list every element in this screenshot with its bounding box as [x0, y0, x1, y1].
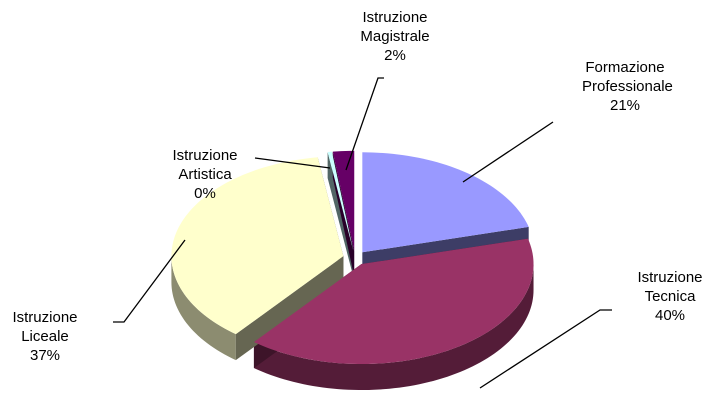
percent-label: 2%	[384, 47, 406, 64]
data-label: Formazione Professionale 21%	[570, 58, 680, 115]
slice	[253, 238, 534, 365]
category-name: Istruzione Tecnica	[637, 269, 703, 305]
slice	[171, 157, 344, 335]
slice-side	[253, 264, 534, 391]
category-name: Formazione Professionale	[582, 59, 673, 95]
category-name: Istruzione Artistica	[172, 147, 238, 183]
data-label: Istruzione Tecnica 40%	[615, 268, 723, 325]
leader-line	[254, 157, 331, 169]
leader-line	[479, 309, 612, 389]
leader-line	[345, 77, 384, 171]
percent-label: 0%	[194, 185, 216, 202]
percent-label: 37%	[29, 347, 61, 364]
leader-line	[113, 239, 186, 323]
percent-label: 21%	[609, 97, 641, 114]
category-name: Istruzione Magistrale	[360, 9, 430, 45]
percent-label: 40%	[654, 307, 686, 324]
leader-line	[462, 121, 554, 183]
data-label: Istruzione Magistrale 2%	[340, 8, 450, 65]
data-label: Istruzione Liceale 37%	[0, 308, 100, 365]
category-name: Istruzione Liceale	[12, 309, 78, 345]
slice	[332, 150, 355, 251]
tops	[171, 150, 534, 365]
slice-edge	[235, 256, 344, 361]
data-label: Istruzione Artistica 0%	[150, 146, 260, 203]
slice	[327, 151, 354, 251]
slice	[362, 152, 529, 253]
slice-side	[171, 256, 236, 361]
